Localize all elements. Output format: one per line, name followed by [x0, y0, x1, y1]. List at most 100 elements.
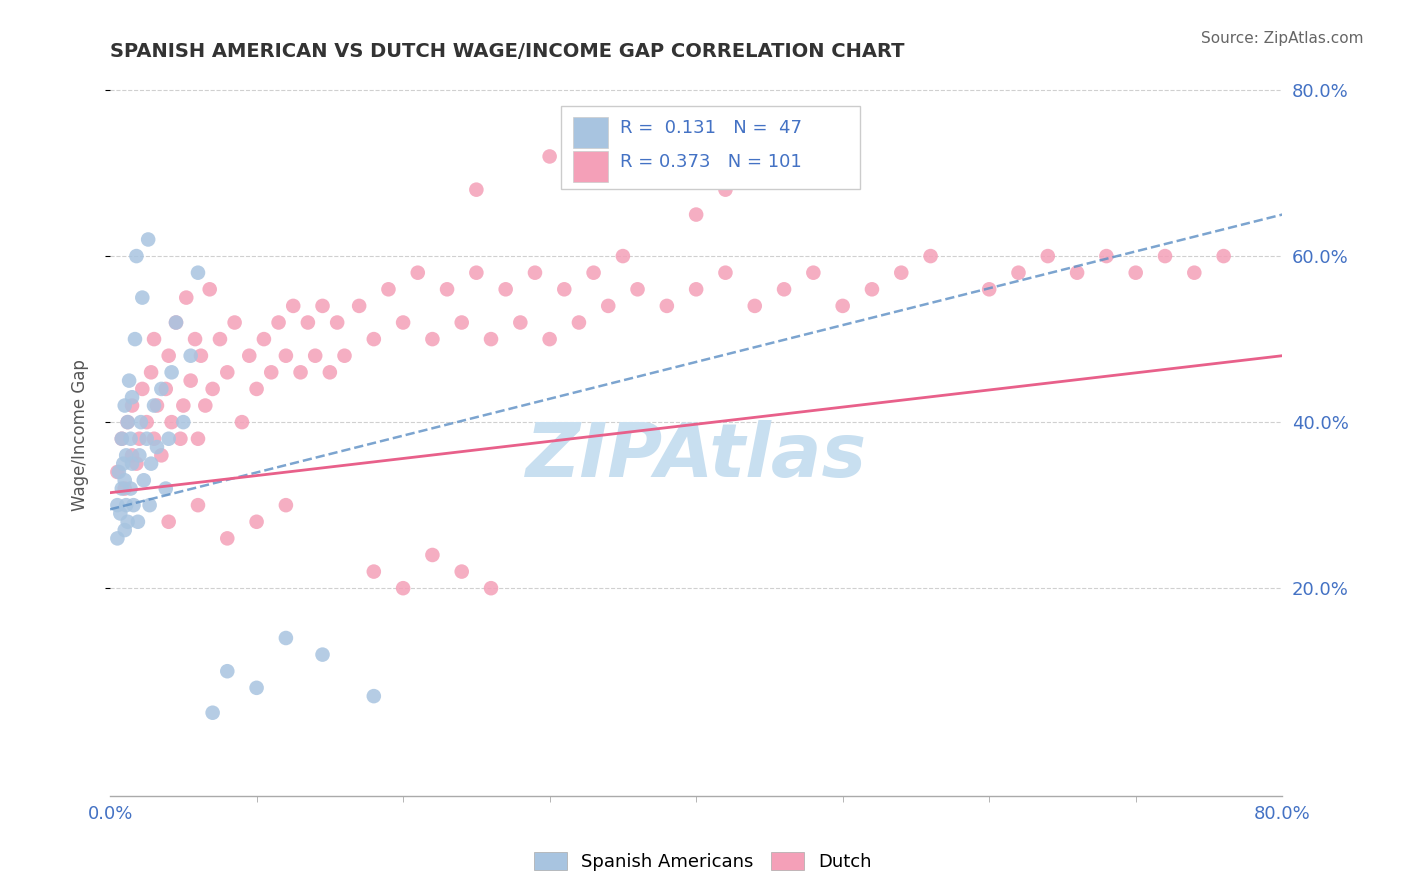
Point [129, 415, 152, 429]
FancyBboxPatch shape [561, 106, 860, 189]
Point [121, 399, 143, 413]
Point [267, 316, 290, 330]
Point [685, 208, 707, 222]
Point [201, 706, 224, 720]
Point [363, 689, 385, 703]
Point [773, 282, 796, 296]
Point [114, 482, 136, 496]
Point [187, 498, 209, 512]
Point [157, 515, 180, 529]
Point [465, 183, 488, 197]
Point [1007, 266, 1029, 280]
Point [598, 299, 620, 313]
Point [115, 498, 138, 512]
Point [231, 415, 253, 429]
Point [245, 681, 267, 695]
Point [626, 282, 648, 296]
Point [392, 581, 415, 595]
Point [122, 498, 145, 512]
Point [150, 382, 173, 396]
Point [146, 399, 169, 413]
Point [422, 548, 444, 562]
Point [274, 498, 297, 512]
Point [326, 316, 349, 330]
Point [180, 374, 202, 388]
Point [150, 448, 173, 462]
Point [128, 432, 150, 446]
Point [217, 365, 239, 379]
Point [304, 349, 326, 363]
Point [114, 523, 136, 537]
Point [860, 282, 883, 296]
FancyBboxPatch shape [574, 152, 609, 182]
Point [155, 482, 177, 496]
Point [245, 382, 267, 396]
Point [131, 291, 153, 305]
Point [523, 266, 546, 280]
Point [187, 432, 209, 446]
Point [479, 581, 502, 595]
Point [108, 465, 131, 479]
Point [450, 316, 472, 330]
Text: SPANISH AMERICAN VS DUTCH WAGE/INCOME GAP CORRELATION CHART: SPANISH AMERICAN VS DUTCH WAGE/INCOME GA… [110, 42, 904, 61]
Point [112, 457, 135, 471]
Point [187, 266, 209, 280]
Point [495, 282, 517, 296]
Point [139, 457, 162, 471]
Point [612, 166, 634, 180]
Point [217, 532, 239, 546]
Point [406, 266, 429, 280]
Point [538, 332, 561, 346]
Point [450, 565, 472, 579]
Point [1125, 266, 1147, 280]
Point [1212, 249, 1234, 263]
Point [139, 365, 162, 379]
Point [1182, 266, 1205, 280]
Point [347, 299, 370, 313]
Point [201, 382, 224, 396]
Point [105, 532, 128, 546]
Point [111, 482, 134, 496]
Point [714, 266, 737, 280]
Point [274, 631, 297, 645]
Point [143, 432, 166, 446]
Point [110, 507, 132, 521]
Point [125, 249, 148, 263]
Point [274, 349, 297, 363]
Point [127, 515, 149, 529]
Point [121, 448, 143, 462]
Point [128, 448, 150, 462]
Point [120, 432, 142, 446]
Point [685, 282, 707, 296]
Text: R = 0.373   N = 101: R = 0.373 N = 101 [620, 153, 801, 171]
Point [377, 282, 399, 296]
Point [363, 565, 385, 579]
Point [224, 316, 246, 330]
Point [121, 390, 143, 404]
Y-axis label: Wage/Income Gap: Wage/Income Gap [72, 359, 89, 510]
Point [568, 316, 591, 330]
Point [801, 266, 824, 280]
Point [125, 457, 148, 471]
Point [135, 415, 157, 429]
Point [831, 299, 853, 313]
Point [744, 299, 766, 313]
Point [655, 299, 678, 313]
Point [1036, 249, 1059, 263]
Point [165, 316, 187, 330]
Point [311, 648, 333, 662]
Point [612, 249, 634, 263]
Text: ZIPAtlas: ZIPAtlas [526, 420, 866, 492]
Point [111, 432, 134, 446]
Point [297, 316, 319, 330]
Point [157, 349, 180, 363]
Point [245, 515, 267, 529]
Point [155, 382, 177, 396]
Point [319, 365, 342, 379]
Point [479, 332, 502, 346]
Point [111, 432, 134, 446]
Point [105, 498, 128, 512]
Point [146, 440, 169, 454]
Point [194, 399, 217, 413]
Point [143, 332, 166, 346]
